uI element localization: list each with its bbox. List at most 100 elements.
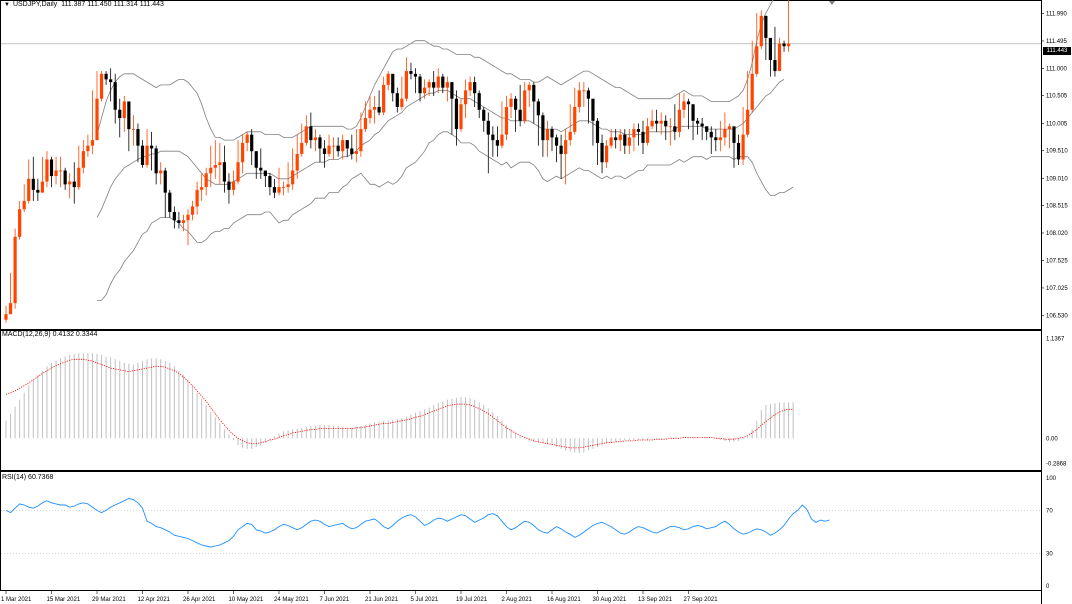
candle-body (486, 120, 490, 135)
candle-body (350, 148, 354, 154)
candle-body (750, 73, 754, 110)
candle-body (386, 73, 390, 85)
candle-body (268, 176, 272, 188)
rsi-header: RSI(14) 60.7368 (2, 474, 54, 481)
candle-body (536, 101, 540, 116)
candle-body (595, 120, 600, 143)
candle-body (368, 109, 372, 119)
candle-body (236, 162, 240, 182)
candles (4, 0, 791, 323)
candle-body (495, 140, 499, 146)
candle-body (45, 159, 49, 182)
candle-body (263, 170, 267, 177)
candle-body (172, 211, 176, 221)
candle-body (177, 220, 181, 224)
candle-body (8, 303, 13, 315)
price-tick-label: 108.515 (1046, 204, 1068, 210)
candle-body (764, 15, 768, 38)
candle-body (564, 140, 568, 154)
candle-body (31, 178, 35, 190)
macd-histogram (5, 353, 794, 454)
macd-tick-label: 1.1367 (1046, 337, 1065, 343)
candle-body (514, 98, 518, 110)
dropdown-triangle-icon[interactable]: ▼ (4, 2, 10, 8)
price-tick-label: 111.000 (1046, 66, 1067, 72)
candle-body (13, 236, 17, 304)
candle-body (241, 142, 245, 163)
candle-body (459, 104, 463, 130)
candle-body (227, 181, 231, 190)
candle-body (27, 178, 31, 201)
candle-body (541, 115, 545, 141)
candle-body (577, 90, 581, 107)
candle-body (623, 134, 627, 146)
candle-body (131, 129, 135, 130)
bollinger-lower-line (97, 131, 794, 301)
candle-body (600, 142, 604, 163)
candle-body (163, 170, 167, 193)
ohlc-label: 111.387 111.450 111.314 111.443 (61, 1, 164, 8)
rsi-tick-label: 70 (1046, 508, 1053, 514)
candle-body (682, 101, 686, 110)
candle-body (463, 90, 468, 105)
price-tick-label: 109.510 (1046, 149, 1068, 155)
price-tick-label: 111.990 (1046, 12, 1067, 18)
candle-body (104, 73, 108, 80)
candle-body (304, 126, 308, 143)
candle-body (63, 170, 67, 185)
candle-body (200, 187, 204, 190)
candle-body (509, 98, 513, 107)
candle-body (782, 43, 786, 47)
candle-body (614, 137, 618, 141)
candle-body (40, 181, 44, 193)
candle-body (673, 126, 677, 132)
rsi-tick-label: 100 (1046, 476, 1057, 482)
candle-body (404, 71, 408, 99)
candle-body (582, 90, 586, 92)
candle-body (445, 82, 449, 88)
candle-body (72, 181, 76, 188)
candle-body (641, 131, 645, 143)
candle-body (109, 79, 113, 83)
candle-body (668, 126, 672, 128)
candle-body (231, 181, 236, 190)
macd-tick-label: -0.2868 (1046, 461, 1067, 467)
macd-header: MACD(12,26,9) 0.4132 0.3344 (2, 331, 98, 338)
candle-body (741, 134, 745, 160)
macd-axis: 1.1367 0.00 -0.2868 (1046, 337, 1067, 468)
candle-body (22, 200, 26, 210)
candle-body (154, 148, 158, 174)
candle-body (400, 98, 404, 107)
candle-body (700, 123, 704, 127)
candle-body (618, 134, 622, 141)
candle-body (650, 120, 654, 127)
candle-body (322, 148, 327, 154)
candle-body (746, 109, 750, 135)
candle-body (332, 145, 336, 147)
candle-body (491, 134, 495, 141)
candle-body (504, 106, 509, 135)
candle-body (150, 145, 154, 149)
candle-body (477, 93, 481, 110)
macd-signal-line (5, 358, 794, 449)
macd-tick-label: 0.00 (1046, 436, 1058, 442)
candle-body (118, 109, 122, 119)
candle-body (190, 206, 195, 215)
candle-body (413, 73, 418, 77)
candle-body (336, 145, 340, 152)
time-tick-label: 21 Jun 2021 (365, 597, 399, 603)
candle-body (450, 82, 454, 99)
candle-body (482, 109, 486, 121)
rsi-line (5, 498, 830, 548)
candle-body (209, 167, 213, 174)
time-tick-label: 26 Apr 2021 (183, 597, 216, 603)
candle-body (372, 106, 377, 110)
candle-body (377, 106, 381, 113)
candle-body (81, 151, 85, 168)
candle-body (341, 140, 345, 152)
candle-body (709, 131, 713, 138)
candle-body (768, 37, 772, 61)
chart-shift-marker-icon[interactable] (829, 1, 835, 5)
